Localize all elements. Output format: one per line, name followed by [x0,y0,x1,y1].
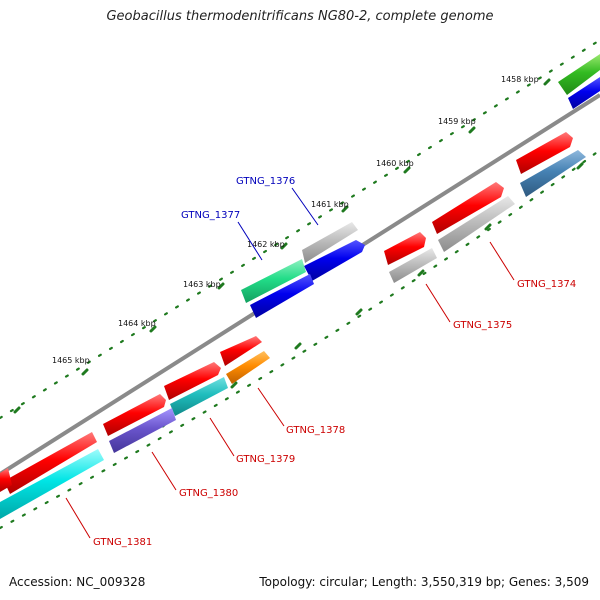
tick-label-1459: 1459 kbp [438,117,476,126]
topology-text: Topology: circular; Length: 3,550,319 bp… [259,575,589,589]
leader-gtng-1380 [151,451,177,491]
inner-track [0,132,586,519]
tick-label-1462: 1462 kbp [247,240,285,249]
tick-labels: 1458 kbp 1459 kbp 1460 kbp 1461 kbp 1462… [52,75,539,365]
scale-ring [0,38,600,420]
gene-arrow-red-g [4,432,97,494]
gene-arrow-1373 [558,54,600,95]
gene-arrow-1377-blue [250,274,314,318]
gene-arrow-1378 [226,351,270,384]
inner-scale-ring [0,148,600,530]
gene-label-gtng-1376[interactable]: GTNG_1376 [236,176,295,187]
leader-gtng-1378 [257,387,285,427]
gene-arrow-red-e [164,362,221,400]
gene-arrow-1377 [241,259,306,303]
leader-gtng-1381 [65,497,91,539]
gene-arrow-red-f [103,394,166,436]
leader-gtng-1379 [209,417,235,457]
gene-arrow-red-h [0,468,12,492]
tick-label-1464: 1464 kbp [118,319,156,328]
gene-arrow-1376-gray [302,222,358,263]
gene-arrow-1375 [389,248,437,283]
gene-arrow-red-c [384,232,426,265]
leader-gtng-1376 [291,187,319,226]
major-ticks [13,78,551,414]
label-leaders [65,187,515,539]
gene-label-gtng-1381[interactable]: GTNG_1381 [93,537,152,548]
gene-arrow-red-d [220,336,262,366]
gene-label-gtng-1374[interactable]: GTNG_1374 [517,279,576,290]
gene-arrow-1374 [438,196,515,252]
gene-label-gtng-1378[interactable]: GTNG_1378 [286,425,345,436]
tick-label-1461: 1461 kbp [311,200,349,209]
tick-label-1460: 1460 kbp [376,159,414,168]
gene-arrow-red-a [516,132,573,174]
tick-label-1465: 1465 kbp [52,356,90,365]
gene-arrow-1380 [109,408,176,453]
map-title: Geobacillus thermodenitrificans NG80-2, … [106,9,494,24]
outer-track [241,54,600,318]
tick-label-1458: 1458 kbp [501,75,539,84]
gene-label-gtng-1375[interactable]: GTNG_1375 [453,320,512,331]
gene-label-gtng-1377[interactable]: GTNG_1377 [181,210,240,221]
accession-text: Accession: NC_009328 [9,575,146,589]
gene-arrow-red-b [432,182,504,234]
gene-label-gtng-1380[interactable]: GTNG_1380 [179,488,238,499]
gene-label-gtng-1379[interactable]: GTNG_1379 [236,454,295,465]
leader-gtng-1374 [489,241,515,281]
leader-gtng-1375 [425,283,451,323]
leader-gtng-1377 [237,221,263,261]
gene-arrow-1379 [170,377,228,416]
gene-arrow-1374-steel [520,150,586,197]
gene-labels: GTNG_1376 GTNG_1377 GTNG_1374 GTNG_1375 … [93,176,576,548]
gene-arrow-1376 [304,240,365,281]
tick-label-1463: 1463 kbp [183,280,221,289]
gene-arrow-1381 [0,449,104,519]
gene-arrow-1372 [568,77,600,109]
